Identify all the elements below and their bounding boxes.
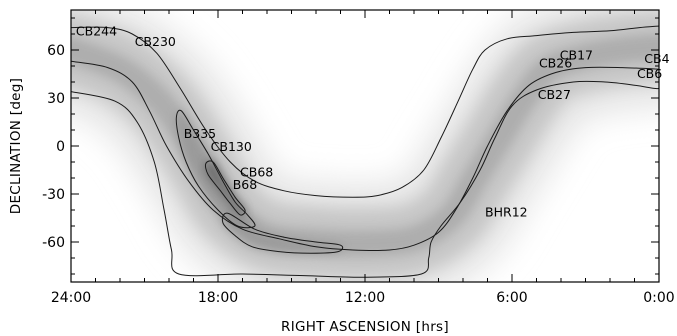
object-label-cb130: CB130	[211, 139, 252, 154]
object-label-cb6: CB6	[637, 66, 662, 81]
contour-middle-upper	[71, 60, 659, 251]
object-label-cb68: CB68	[240, 164, 273, 179]
density-map	[71, 10, 659, 282]
y-tick-label: -60	[42, 235, 65, 251]
object-label-cb27: CB27	[538, 87, 571, 102]
y-tick-label: -30	[42, 187, 65, 203]
axis-ticks: 24:00 18:00 12:00 6:00 0:00 60 30 0 -30 -60	[42, 10, 675, 306]
x-tick-label: 18:00	[198, 290, 238, 306]
object-label-bhr12: BHR12	[485, 204, 528, 219]
object-label-cb17: CB17	[560, 48, 593, 63]
y-tick-label: 0	[56, 139, 65, 155]
object-label-b335: B335	[184, 126, 216, 141]
object-label-cb230: CB230	[135, 34, 176, 49]
x-tick-label: 24:00	[51, 290, 91, 306]
x-tick-label: 6:00	[496, 290, 527, 306]
y-tick-label: 30	[47, 91, 65, 107]
object-label-cb26: CB26	[539, 56, 572, 71]
x-tick-label: 12:00	[345, 290, 385, 306]
contour-inner-lobe	[175, 109, 256, 229]
x-axis-title: RIGHT ASCENSION [hrs]	[281, 319, 449, 335]
object-label-cb244: CB244	[76, 24, 117, 39]
y-tick-label: 60	[47, 43, 65, 59]
y-axis-title: DECLINATION [deg]	[8, 78, 24, 214]
contour-inner-tail	[221, 212, 344, 254]
contour-middle-lower	[71, 25, 659, 198]
object-label-b68: B68	[233, 177, 258, 192]
density-peak-inner-tail	[222, 213, 343, 254]
contour-innermost	[204, 160, 246, 216]
x-tick-label: 0:00	[643, 290, 674, 306]
contour-lines	[71, 25, 659, 278]
object-label-cb4: CB4	[644, 51, 669, 66]
contour-outer	[71, 80, 659, 278]
